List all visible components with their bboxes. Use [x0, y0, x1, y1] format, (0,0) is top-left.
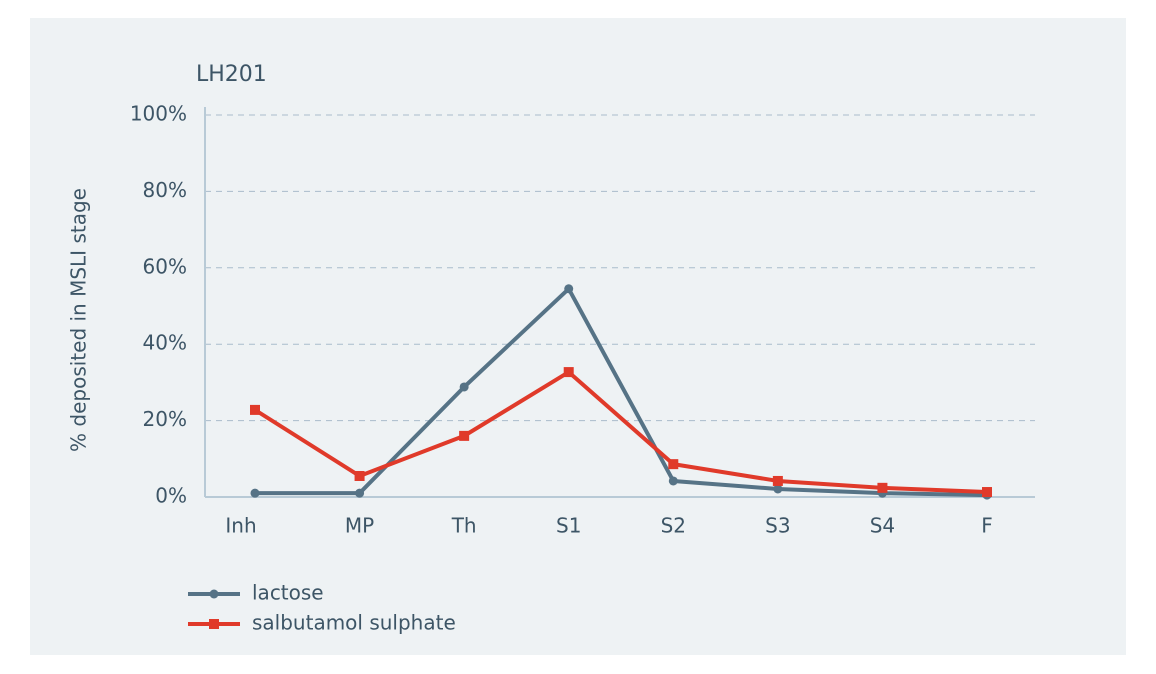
marker [459, 382, 469, 392]
x-tick-label: F [981, 514, 993, 538]
marker [209, 619, 219, 629]
marker [772, 475, 783, 486]
x-tick-label: S1 [556, 514, 581, 538]
y-tick-label: 100% [130, 102, 187, 126]
marker [877, 482, 888, 493]
series-line [253, 370, 988, 495]
marker [564, 284, 574, 294]
y-tick-label: 0% [155, 484, 187, 508]
legend-label: salbutamol sulphate [252, 611, 456, 635]
marker [773, 484, 783, 494]
marker [982, 487, 992, 498]
chart-title: LH201 [196, 62, 267, 87]
y-tick-label: 80% [143, 178, 187, 202]
marker [563, 367, 574, 378]
legend-label: lactose [252, 581, 324, 605]
panel [30, 18, 1126, 655]
x-tick-label: Th [451, 514, 477, 538]
marker [250, 488, 260, 498]
marker [355, 488, 365, 498]
x-tick-label: S4 [870, 514, 895, 538]
x-tick-label: MP [345, 514, 374, 538]
marker [354, 470, 365, 481]
series-line [255, 286, 988, 498]
marker [209, 589, 219, 599]
marker [668, 459, 679, 470]
y-tick-label: 60% [143, 254, 187, 278]
marker [668, 476, 678, 486]
y-axis-label: % deposited in MSLI stage [67, 188, 91, 452]
x-tick-label: S3 [765, 514, 790, 538]
marker [250, 404, 260, 415]
x-tick-label: Inh [225, 514, 256, 538]
y-tick-label: 40% [143, 331, 187, 355]
y-tick-label: 20% [143, 407, 187, 431]
x-tick-label: S2 [661, 514, 686, 538]
marker [459, 430, 470, 441]
